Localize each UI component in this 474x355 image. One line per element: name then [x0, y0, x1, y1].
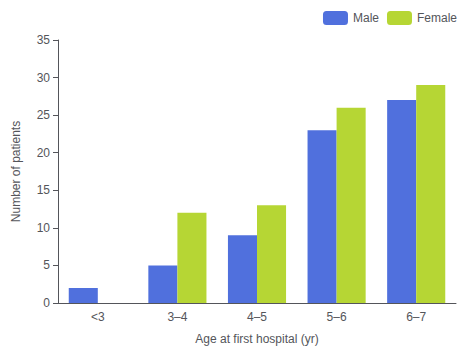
svg-text:Male: Male [353, 11, 379, 25]
svg-text:4–5: 4–5 [247, 310, 267, 324]
svg-text:10: 10 [37, 221, 51, 235]
svg-text:3–4: 3–4 [167, 310, 187, 324]
svg-text:5–6: 5–6 [327, 310, 347, 324]
svg-text:5: 5 [43, 258, 50, 272]
svg-text:Female: Female [417, 11, 457, 25]
svg-text:15: 15 [37, 183, 51, 197]
svg-text:<3: <3 [91, 310, 105, 324]
svg-text:30: 30 [37, 71, 51, 85]
svg-text:Number of patients: Number of patients [9, 121, 23, 222]
svg-text:35: 35 [37, 33, 51, 47]
svg-text:25: 25 [37, 108, 51, 122]
svg-text:0: 0 [43, 296, 50, 310]
svg-text:Age at first hospital (yr): Age at first hospital (yr) [195, 332, 318, 346]
svg-text:6–7: 6–7 [406, 310, 426, 324]
svg-text:20: 20 [37, 146, 51, 160]
